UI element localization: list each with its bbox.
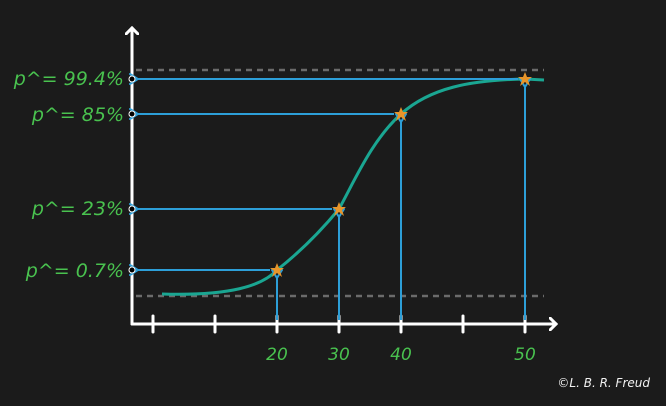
star-point-50 bbox=[518, 72, 532, 86]
x-label-50: 50 bbox=[514, 345, 536, 365]
x-label-40: 40 bbox=[390, 345, 412, 365]
label-p07: p^= 0.7% bbox=[25, 260, 124, 282]
label-p994: p^= 99.4% bbox=[13, 68, 124, 90]
star-point-30 bbox=[332, 202, 346, 216]
star-point-40 bbox=[394, 107, 408, 121]
label-p23: p^= 23% bbox=[31, 198, 124, 220]
data-stars bbox=[270, 72, 532, 277]
y-axis-dots bbox=[128, 75, 136, 274]
y-dot bbox=[128, 266, 136, 274]
probability-labels: p^= 99.4% p^= 85% p^= 23% p^= 0.7% bbox=[13, 68, 124, 282]
sigmoid-curve bbox=[161, 77, 545, 296]
x-tick-labels: 20 30 40 50 bbox=[266, 345, 536, 365]
label-p85: p^= 85% bbox=[31, 104, 124, 126]
author-credit: ©L. B. R. Freud bbox=[557, 376, 650, 390]
star-point-20 bbox=[270, 263, 284, 277]
x-label-30: 30 bbox=[328, 345, 350, 365]
projection-arrows bbox=[138, 79, 525, 320]
y-dot bbox=[128, 110, 136, 118]
y-dot bbox=[128, 75, 136, 83]
x-label-20: 20 bbox=[266, 345, 288, 365]
y-dot bbox=[128, 205, 136, 213]
